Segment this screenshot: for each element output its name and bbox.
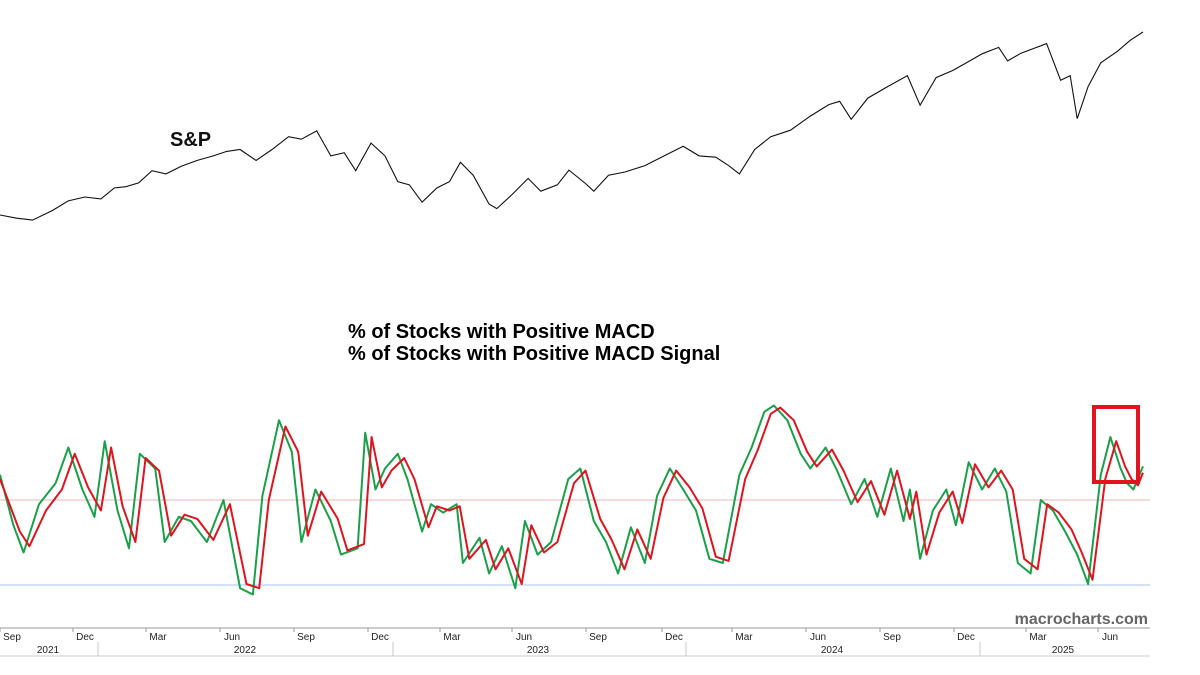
month-tick-label: Sep [883, 632, 901, 643]
sp-price-panel [0, 31, 1144, 221]
month-tick-label: Jun [1102, 632, 1118, 643]
highlight-box [1092, 405, 1140, 484]
year-tick-label: 2025 [1052, 645, 1075, 656]
macd-line [0, 404, 1144, 596]
legend-macd: % of Stocks with Positive MACD [348, 321, 655, 343]
month-tick-label: Mar [735, 632, 753, 643]
month-tick-label: Dec [371, 632, 389, 643]
month-tick-label: Mar [443, 632, 461, 643]
year-tick-label: 2024 [821, 645, 844, 656]
year-tick-label: 2023 [527, 645, 550, 656]
date-axis: Sep Dec Mar Jun Sep Dec Mar Jun Sep Dec Mar Jun Sep D… [0, 627, 1150, 657]
month-tick-label: Sep [3, 632, 21, 643]
month-tick-label: Dec [665, 632, 683, 643]
month-tick-label: Dec [957, 632, 975, 643]
legend-signal: % of Stocks with Positive MACD Signal [348, 343, 720, 365]
year-tick-label: 2021 [37, 645, 60, 656]
month-tick-label: Jun [224, 632, 240, 643]
signal-line [0, 406, 1144, 590]
sp-line [0, 31, 1144, 221]
month-tick-label: Jun [516, 632, 532, 643]
sp-label: S&P [170, 129, 211, 151]
month-tick-label: Mar [149, 632, 167, 643]
month-tick-label: Sep [297, 632, 315, 643]
month-tick-label: Dec [76, 632, 94, 643]
month-tick-label: Jun [810, 632, 826, 643]
month-tick-label: Mar [1029, 632, 1047, 643]
month-tick-label: Sep [589, 632, 607, 643]
watermark: macrocharts.com [1015, 611, 1148, 628]
macd-breadth-panel [0, 404, 1150, 596]
year-tick-label: 2022 [234, 645, 257, 656]
